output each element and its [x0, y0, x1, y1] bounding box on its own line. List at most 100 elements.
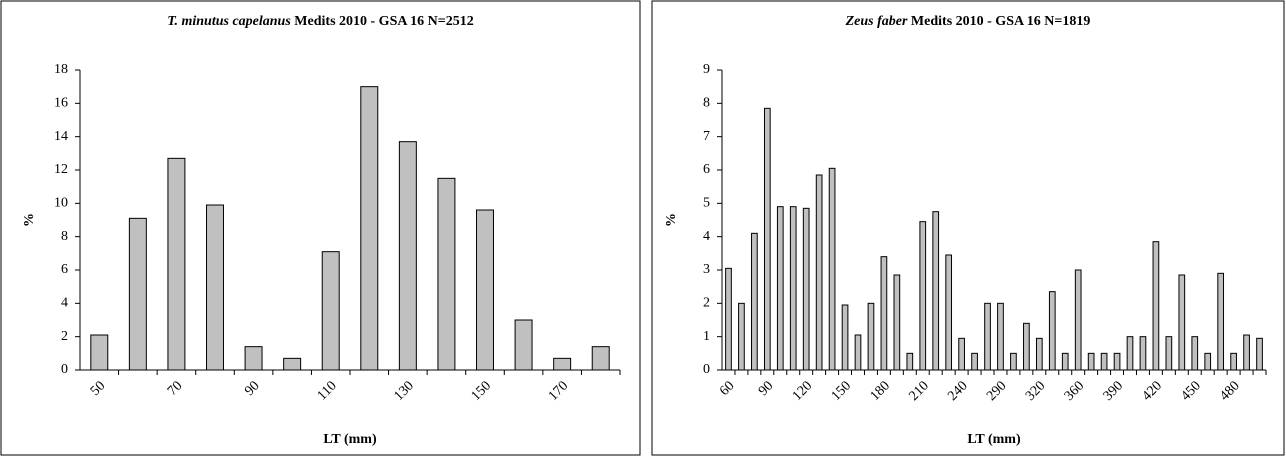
bar: [206, 204, 224, 371]
x-tick-label: 480: [1217, 378, 1242, 403]
x-tick-label: 390: [1101, 378, 1126, 403]
bar: [738, 302, 745, 371]
x-tick-label: 180: [868, 378, 893, 403]
y-tick-label: 4: [703, 229, 710, 244]
bar: [167, 157, 186, 371]
y-tick-label: 2: [703, 296, 710, 311]
bar: [1113, 352, 1121, 371]
bar: [1230, 352, 1237, 371]
bar: [360, 86, 379, 371]
y-tick-label: 5: [703, 196, 710, 211]
x-tick-label: 70: [165, 378, 186, 399]
bar: [1217, 272, 1225, 371]
bar: [828, 167, 836, 371]
bar: [776, 206, 784, 371]
bar: [437, 177, 456, 371]
bar: [893, 274, 901, 371]
y-tick-label: 18: [54, 62, 68, 77]
bar: [591, 346, 610, 371]
y-axis-label: %: [664, 213, 679, 227]
x-tick-label: 360: [1062, 378, 1087, 403]
y-tick-label: 0: [61, 362, 68, 377]
bar: [1178, 274, 1186, 371]
bar: [1023, 322, 1030, 371]
x-tick-label: 50: [88, 378, 109, 399]
x-tick-label: 320: [1023, 378, 1048, 403]
x-tick-label: 90: [242, 378, 263, 399]
y-tick-label: 7: [703, 129, 710, 144]
y-tick-label: 6: [703, 162, 710, 177]
x-tick-label: 60: [717, 378, 738, 399]
bar: [880, 256, 888, 371]
bar: [867, 302, 875, 371]
bar: [958, 337, 965, 371]
x-axis-label: LT (mm): [323, 432, 377, 447]
bar: [514, 319, 533, 371]
chart-title: Zeus faber Medits 2010 - GSA 16 N=1819: [845, 14, 1091, 29]
y-tick-label: 2: [61, 329, 68, 344]
bar: [1061, 352, 1069, 371]
bar: [725, 267, 732, 371]
bar: [763, 107, 771, 371]
x-tick-label: 150: [829, 378, 854, 403]
x-tick-label: 170: [546, 378, 571, 403]
bar: [128, 217, 147, 371]
y-tick-label: 10: [54, 196, 68, 211]
y-axis-label: %: [22, 213, 37, 227]
bar: [1204, 352, 1212, 371]
bar: [283, 357, 302, 371]
bar: [854, 334, 862, 371]
panel-border: [0, 0, 641, 456]
x-tick-label: 150: [469, 378, 494, 403]
y-tick-label: 8: [61, 229, 68, 244]
panel-border: [651, 0, 1285, 456]
bar: [971, 352, 978, 371]
bar: [802, 207, 810, 371]
bar: [1126, 336, 1134, 371]
bar: [815, 174, 823, 371]
y-tick-label: 14: [54, 129, 68, 144]
y-tick-label: 3: [703, 262, 710, 277]
bar: [1100, 352, 1108, 371]
bar: [90, 334, 109, 371]
x-tick-label: 210: [906, 378, 931, 403]
chart-title: T. minutus capelanus Medits 2010 - GSA 1…: [167, 14, 474, 29]
bar: [1048, 291, 1056, 371]
y-tick-label: 9: [703, 62, 710, 77]
x-tick-label: 130: [392, 378, 417, 403]
y-tick-label: 6: [61, 262, 68, 277]
x-tick-label: 240: [945, 378, 970, 403]
chart-title-species: Zeus faber: [845, 14, 908, 29]
bar: [945, 254, 953, 371]
y-tick-label: 4: [61, 296, 68, 311]
bar: [789, 206, 797, 371]
bar: [244, 346, 263, 371]
bar: [1152, 241, 1160, 371]
bar: [751, 232, 758, 371]
y-tick-label: 0: [703, 362, 710, 377]
bar: [398, 141, 417, 371]
bar: [1191, 336, 1199, 371]
bar: [476, 209, 494, 371]
bar: [1010, 352, 1017, 371]
bar: [932, 211, 940, 371]
chart-title-species: T. minutus capelanus: [167, 14, 291, 29]
bar: [997, 302, 1004, 371]
bar: [984, 302, 991, 371]
x-tick-label: 90: [756, 378, 777, 399]
x-tick-label: 450: [1178, 378, 1203, 403]
x-tick-label: 110: [315, 378, 340, 403]
y-tick-label: 1: [703, 329, 710, 344]
bar: [906, 352, 914, 371]
x-tick-label: 120: [790, 378, 815, 403]
bar: [1087, 352, 1095, 371]
x-tick-label: 290: [984, 378, 1009, 403]
chart-title-text: Medits 2010 - GSA 16 N=2512: [294, 14, 473, 29]
bar: [919, 221, 927, 371]
bar: [1139, 336, 1147, 371]
y-tick-label: 8: [703, 96, 710, 111]
bar: [841, 304, 849, 371]
bar: [1074, 269, 1082, 371]
